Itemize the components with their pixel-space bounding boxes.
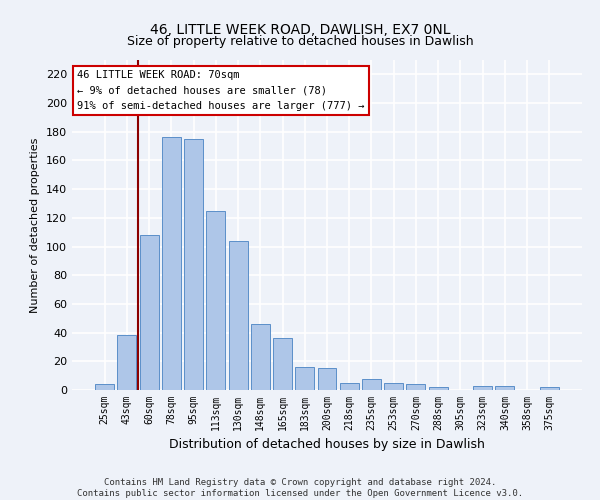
Text: 46, LITTLE WEEK ROAD, DAWLISH, EX7 0NL: 46, LITTLE WEEK ROAD, DAWLISH, EX7 0NL <box>150 22 450 36</box>
Bar <box>251 324 270 390</box>
Bar <box>362 378 381 390</box>
Bar <box>340 383 359 390</box>
Bar <box>295 367 314 390</box>
Bar <box>317 368 337 390</box>
Bar <box>384 383 403 390</box>
Bar <box>206 210 225 390</box>
Bar <box>118 336 136 390</box>
Bar <box>496 386 514 390</box>
Bar <box>429 387 448 390</box>
Text: Size of property relative to detached houses in Dawlish: Size of property relative to detached ho… <box>127 35 473 48</box>
Bar <box>540 387 559 390</box>
X-axis label: Distribution of detached houses by size in Dawlish: Distribution of detached houses by size … <box>169 438 485 452</box>
Text: Contains HM Land Registry data © Crown copyright and database right 2024.
Contai: Contains HM Land Registry data © Crown c… <box>77 478 523 498</box>
Bar <box>162 138 181 390</box>
Y-axis label: Number of detached properties: Number of detached properties <box>31 138 40 312</box>
Bar <box>184 139 203 390</box>
Bar <box>95 384 114 390</box>
Bar <box>229 241 248 390</box>
Bar <box>273 338 292 390</box>
Bar <box>473 386 492 390</box>
Bar <box>140 235 158 390</box>
Text: 46 LITTLE WEEK ROAD: 70sqm
← 9% of detached houses are smaller (78)
91% of semi-: 46 LITTLE WEEK ROAD: 70sqm ← 9% of detac… <box>77 70 365 111</box>
Bar <box>406 384 425 390</box>
